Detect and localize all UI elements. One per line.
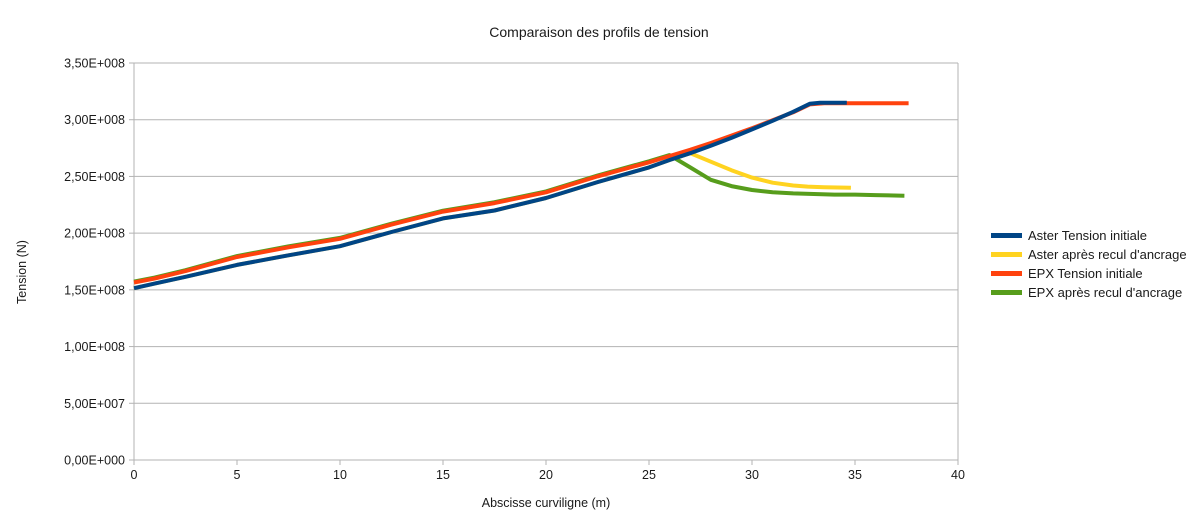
legend: Aster Tension initiale Aster après recul … [991,226,1187,302]
legend-label: EPX Tension initiale [1028,266,1143,281]
y-tick-label: 5,00E+007 [64,397,125,411]
y-tick-label: 0,00E+000 [64,454,125,468]
legend-line-swatch [991,290,1022,295]
legend-item: EPX Tension initiale [991,264,1187,283]
x-tick-label: 20 [539,468,553,482]
y-tick-label: 1,50E+008 [64,283,125,297]
chart-title: Comparaison des profils de tension [489,24,709,40]
legend-line-swatch [991,271,1022,276]
x-tick-label: 0 [131,468,138,482]
legend-line-swatch [991,233,1022,238]
y-axis-title: Tension (N) [15,240,29,304]
x-tick-label: 15 [436,468,450,482]
series-line [133,151,851,291]
x-tick-label: 30 [745,468,759,482]
y-tick-label: 3,50E+008 [64,57,125,71]
y-tick-label: 3,00E+008 [64,113,125,127]
x-tick-label: 40 [951,468,965,482]
x-axis-title: Abscisse curviligne (m) [481,496,611,510]
series-line [133,100,847,291]
y-tick-label: 1,00E+008 [64,340,125,354]
legend-item: EPX après recul d'ancrage [991,283,1187,302]
x-tick-label: 10 [333,468,347,482]
legend-label: Aster Tension initiale [1028,228,1147,243]
x-tick-label: 5 [234,468,241,482]
x-tick-label: 35 [848,468,862,482]
x-tick-label: 25 [642,468,656,482]
legend-label: EPX après recul d'ancrage [1028,285,1183,300]
legend-item: Aster Tension initiale [991,226,1187,245]
legend-item: Aster après recul d'ancrage [991,245,1187,264]
y-tick-label: 2,00E+008 [64,227,125,241]
legend-line-swatch [991,252,1022,257]
legend-label: Aster après recul d'ancrage [1028,247,1187,262]
y-tick-label: 2,50E+008 [64,170,125,184]
